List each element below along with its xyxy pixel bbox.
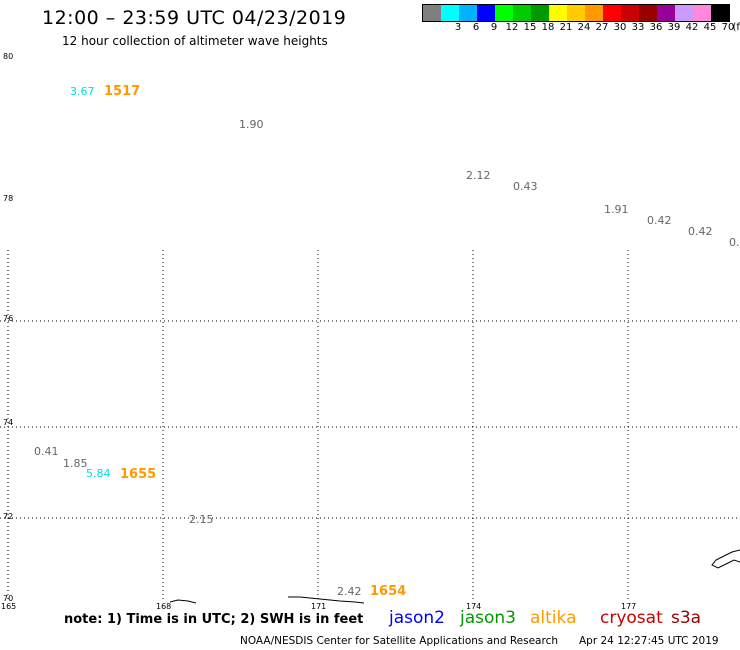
legend-swatch xyxy=(621,5,639,21)
legend-label: 39 xyxy=(667,22,681,33)
generated-timestamp: Apr 24 12:27:45 UTC 2019 xyxy=(579,635,719,647)
legend-label: 24 xyxy=(577,22,591,33)
legend-label: 45 xyxy=(703,22,717,33)
lon-label-165: 165 xyxy=(1,602,16,611)
lat-label-76: 76 xyxy=(3,314,13,323)
legend-swatch xyxy=(675,5,693,21)
legend-swatch xyxy=(477,5,495,21)
legend-label: 36 xyxy=(649,22,663,33)
coastline-middle xyxy=(288,596,365,604)
lon-label-171: 171 xyxy=(311,602,326,611)
legend-swatch xyxy=(639,5,657,21)
legend-label: 9 xyxy=(490,22,498,33)
legend-label: 6 xyxy=(472,22,480,33)
legend-label: 70 xyxy=(721,22,735,33)
pass-time: 1654 xyxy=(370,584,406,599)
wave-height: 0.4 xyxy=(729,236,740,249)
legend-label: 33 xyxy=(631,22,645,33)
legend-swatch xyxy=(693,5,711,21)
lat-label-78: 78 xyxy=(3,194,13,203)
legend-label: 15 xyxy=(523,22,537,33)
lat-label-70: 70 xyxy=(3,594,13,603)
coastline-left xyxy=(169,599,197,604)
legend-unit: (ft) xyxy=(732,22,740,33)
legend-label: 21 xyxy=(559,22,573,33)
wave-height: 1.90 xyxy=(239,118,264,131)
lon-label-174: 174 xyxy=(466,602,481,611)
legend-swatch xyxy=(549,5,567,21)
legend-label: 12 xyxy=(505,22,519,33)
legend-swatch xyxy=(459,5,477,21)
lon-label-177: 177 xyxy=(621,602,636,611)
legend-label: 3 xyxy=(454,22,462,33)
wave-height: 0.42 xyxy=(647,214,672,227)
satellite-cryosat: cryosat xyxy=(600,608,663,628)
wave-height: 3.67 xyxy=(70,85,95,98)
color-legend xyxy=(422,4,730,22)
legend-label: 30 xyxy=(613,22,627,33)
coastline-right xyxy=(711,549,740,569)
legend-swatch xyxy=(657,5,675,21)
wave-height: 2.15 xyxy=(189,513,214,526)
wave-height: 0.41 xyxy=(34,445,59,458)
wave-height: 2.12 xyxy=(466,169,491,182)
lat-label-72: 72 xyxy=(3,512,13,521)
legend-label: 18 xyxy=(541,22,555,33)
lat-label-80: 80 xyxy=(3,52,13,61)
legend-swatch xyxy=(441,5,459,21)
wave-height: 2.42 xyxy=(337,585,362,598)
legend-label: 42 xyxy=(685,22,699,33)
map-subtitle: 12 hour collection of altimeter wave hei… xyxy=(62,34,328,48)
lon-label-168: 168 xyxy=(156,602,171,611)
wave-height: 1.91 xyxy=(604,203,629,216)
wave-height: 5.84 xyxy=(86,467,111,480)
wave-height: 0.42 xyxy=(688,225,713,238)
lat-label-74: 74 xyxy=(3,418,13,427)
satellite-s3a: s3a xyxy=(671,608,702,628)
legend-swatch xyxy=(603,5,621,21)
footnote: note: 1) Time is in UTC; 2) SWH is in fe… xyxy=(64,612,364,627)
legend-swatch xyxy=(495,5,513,21)
legend-swatch xyxy=(423,5,441,21)
wave-height: 1.85 xyxy=(63,457,88,470)
legend-label: 27 xyxy=(595,22,609,33)
legend-swatch xyxy=(567,5,585,21)
legend-swatch xyxy=(711,5,729,21)
credit-line: NOAA/NESDIS Center for Satellite Applica… xyxy=(240,635,558,647)
pass-time: 1655 xyxy=(120,467,156,482)
pass-time: 1517 xyxy=(104,84,140,99)
satellite-jason3: jason3 xyxy=(460,608,516,628)
legend-swatch xyxy=(585,5,603,21)
satellite-altika: altika xyxy=(530,608,577,628)
map-title: 12:00 – 23:59 UTC 04/23/2019 xyxy=(42,7,347,29)
wave-height: 0.43 xyxy=(513,180,538,193)
legend-swatch xyxy=(513,5,531,21)
legend-swatch xyxy=(531,5,549,21)
satellite-jason2: jason2 xyxy=(389,608,445,628)
